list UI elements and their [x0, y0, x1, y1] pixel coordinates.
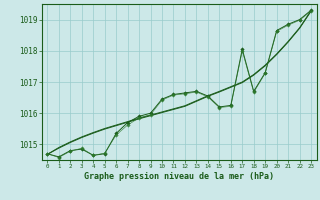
- X-axis label: Graphe pression niveau de la mer (hPa): Graphe pression niveau de la mer (hPa): [84, 172, 274, 181]
